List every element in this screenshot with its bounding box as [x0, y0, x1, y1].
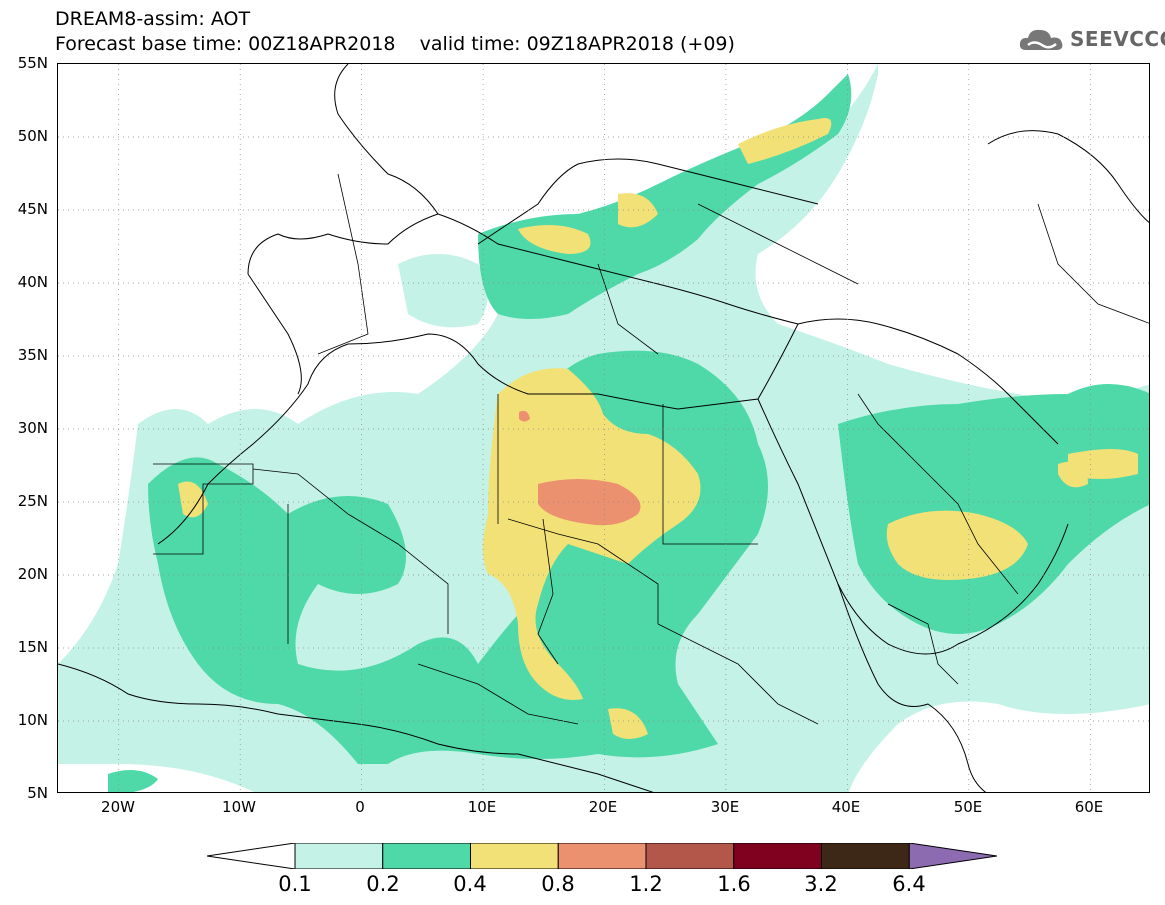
- colorbar-segment-0.4: [470, 843, 559, 869]
- colorbar-segment-over: [908, 843, 997, 869]
- lat-label-5n: 5N: [27, 784, 48, 802]
- lon-label-40e: 40E: [831, 798, 861, 816]
- colorbar-segment-0.1: [294, 843, 384, 869]
- country-borders: [153, 173, 1149, 725]
- lat-label-40n: 40N: [17, 273, 48, 291]
- colorbar-segment-under: [207, 843, 296, 869]
- lat-label-35n: 35N: [17, 346, 48, 364]
- lat-label-25n: 25N: [17, 492, 48, 510]
- colorbar: [207, 843, 997, 869]
- aot-map: [57, 63, 1150, 793]
- colorbar-segment-0.2: [382, 843, 471, 869]
- colorbar-segment-1.6: [733, 843, 822, 869]
- forecast-time-line: Forecast base time: 00Z18APR2018 valid t…: [55, 33, 735, 55]
- gridlines: [58, 64, 1149, 792]
- cloud-icon: [1019, 29, 1063, 50]
- colorbar-label-0.1: 0.1: [278, 872, 312, 896]
- lat-label-15n: 15N: [17, 638, 48, 656]
- colorbar-label-0.8: 0.8: [541, 872, 575, 896]
- logo-text: SEEVCCC: [1070, 27, 1165, 51]
- lat-label-10n: 10N: [17, 711, 48, 729]
- colorbar-segment-3.2: [821, 843, 910, 869]
- lat-label-50n: 50N: [17, 127, 48, 145]
- colorbar-label-6.4: 6.4: [892, 872, 926, 896]
- coastlines: [58, 64, 1149, 792]
- lon-label-10e: 10E: [467, 798, 497, 816]
- lon-label-30e: 30E: [710, 798, 740, 816]
- lat-label-45n: 45N: [17, 200, 48, 218]
- colorbar-label-0.2: 0.2: [366, 872, 400, 896]
- colorbar-label-1.6: 1.6: [717, 872, 751, 896]
- lon-label-0: 0: [355, 798, 365, 816]
- lon-label-50e: 50E: [953, 798, 983, 816]
- lat-label-30n: 30N: [17, 419, 48, 437]
- lon-label-10w: 10W: [222, 798, 256, 816]
- map-title: DREAM8-assim: AOT: [55, 8, 251, 30]
- lat-label-20n: 20N: [17, 565, 48, 583]
- lat-label-55n: 55N: [17, 54, 48, 72]
- colorbar-label-0.4: 0.4: [453, 872, 487, 896]
- colorbar-segment-0.8: [557, 843, 647, 869]
- colorbar-label-1.2: 1.2: [629, 872, 663, 896]
- map-canvas: [58, 64, 1149, 792]
- colorbar-segment-1.2: [645, 843, 735, 869]
- aot-band-0.8: [519, 410, 641, 526]
- lon-label-20w: 20W: [101, 798, 135, 816]
- lon-label-20e: 20E: [588, 798, 618, 816]
- seevccc-logo: SEEVCCC: [1018, 24, 1165, 56]
- lon-label-60e: 60E: [1074, 798, 1104, 816]
- colorbar-label-3.2: 3.2: [804, 872, 838, 896]
